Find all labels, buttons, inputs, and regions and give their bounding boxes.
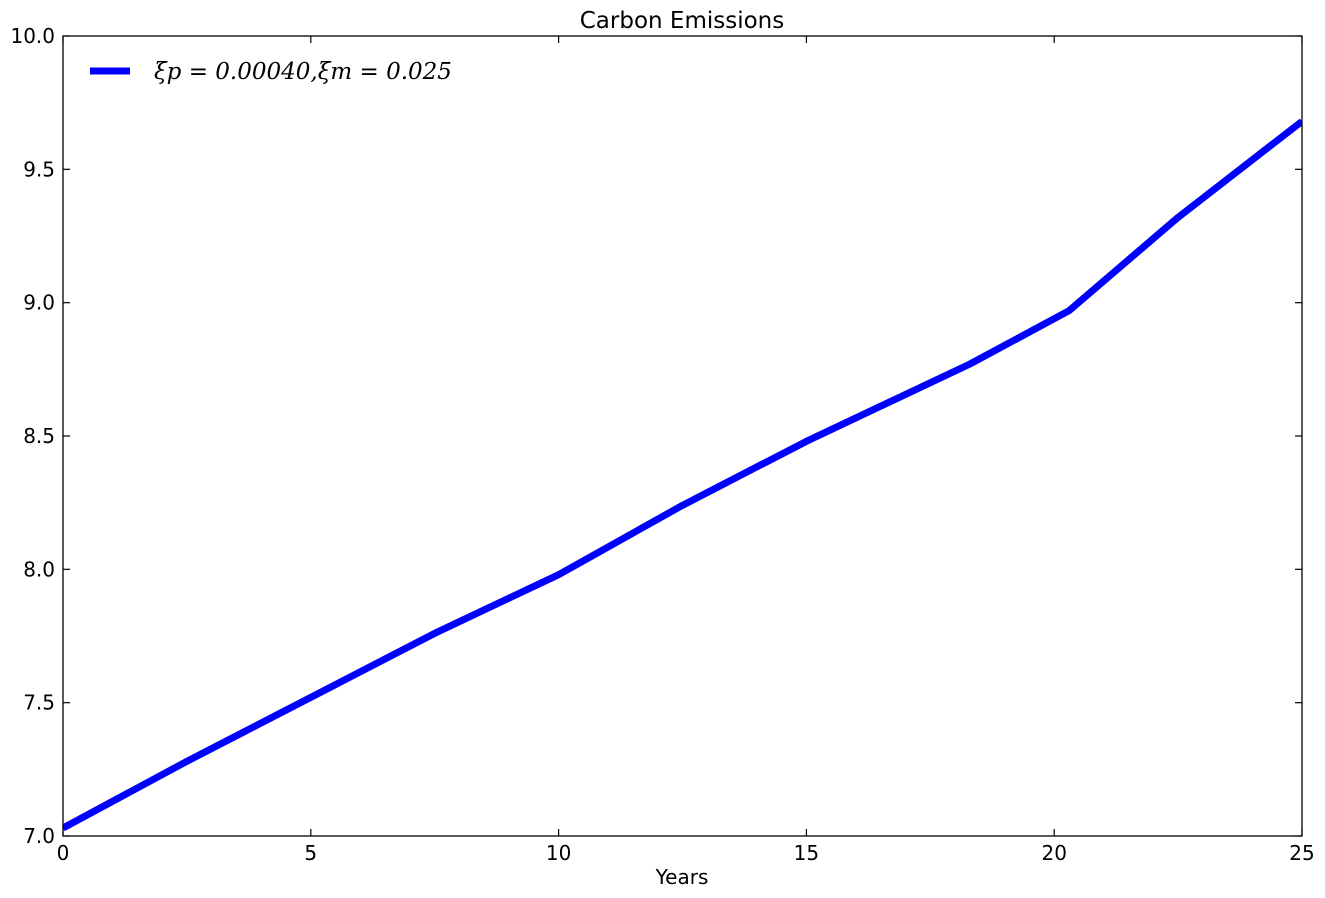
x-tick-label: 5 [304,841,317,865]
y-tick-label: 9.0 [23,291,55,315]
y-tick-label: 7.0 [23,824,55,848]
x-tick-label: 20 [1041,841,1066,865]
y-tick-label: 7.5 [23,691,55,715]
y-tick-label: 10.0 [10,24,55,48]
x-axis-label: Years [655,865,709,889]
x-tick-label: 10 [546,841,571,865]
legend-label: ξp = 0.00040,ξm = 0.025 [154,59,452,85]
y-tick-label: 9.5 [23,157,55,181]
chart-title: Carbon Emissions [580,8,784,34]
ticks-layer: 0 5 10 15 20 25 7.0 7.5 8.0 8.5 9.0 9.5 10.0 [10,24,1314,865]
x-tick-label: 25 [1289,841,1314,865]
legend: ξp = 0.00040,ξm = 0.025 [90,59,452,85]
y-tick-label: 8.5 [23,424,55,448]
x-tick-label: 15 [794,841,819,865]
x-tick-label: 0 [57,841,70,865]
series-layer [63,118,1302,832]
series-line-0 [63,118,1302,832]
y-tick-label: 8.0 [23,557,55,581]
plot-frame [62,35,1303,837]
